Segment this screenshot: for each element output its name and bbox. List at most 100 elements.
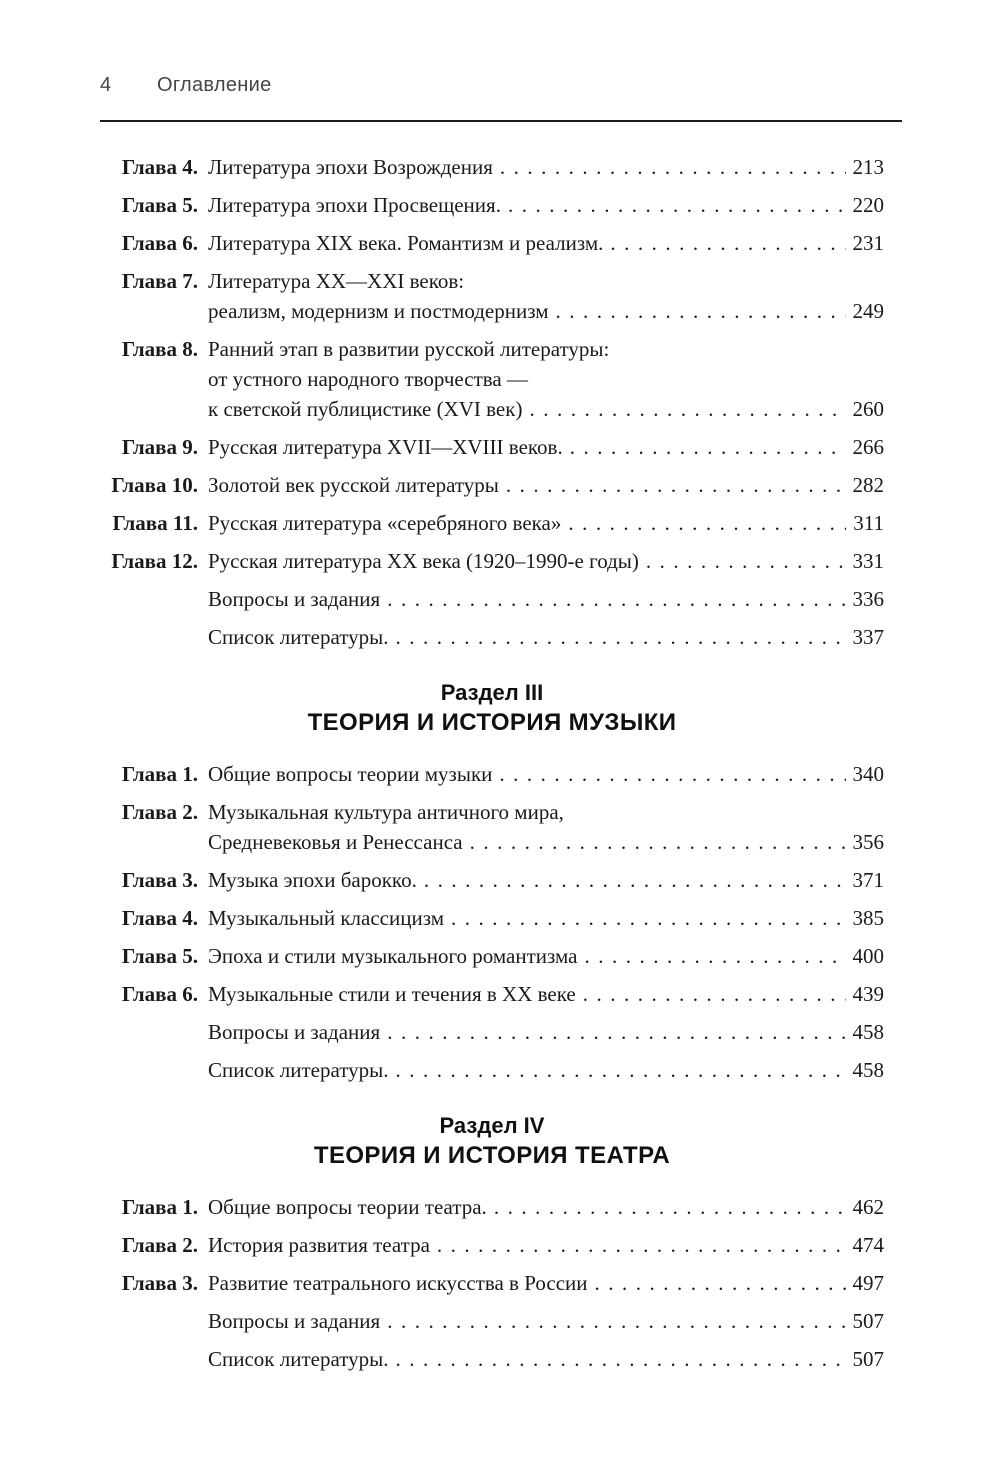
- dot-leader: ........................................…: [387, 587, 846, 611]
- entry-content: Эпоха и стили музыкального романтизма ..…: [208, 941, 884, 971]
- entry-last-text: Литература эпохи Просвещения.: [208, 193, 501, 217]
- entry-last-line: Вопросы и задания ......................…: [208, 1017, 884, 1047]
- entry-last-text: Литература XIX века. Романтизм и реализм…: [208, 231, 604, 255]
- page-header-title: Оглавление: [157, 74, 272, 96]
- dot-leader: ........................................…: [555, 299, 847, 323]
- entry-last-text: Музыка эпохи барокко.: [208, 868, 417, 892]
- entry-page-number: 385: [852, 906, 885, 930]
- entry-page-number: 507: [852, 1309, 885, 1333]
- section-entries: Глава 4. Литература эпохи Возрождения ..…: [100, 152, 884, 652]
- entry-last-text: История развития театра: [208, 1233, 430, 1257]
- entry-content: Литература XIX века. Романтизм и реализм…: [208, 228, 884, 258]
- section-heading: Раздел IV ТЕОРИЯ И ИСТОРИЯ ТЕАТРА: [100, 1112, 884, 1172]
- entry-content: Литература XX—XXI веков: реализм, модерн…: [208, 266, 884, 326]
- toc-entry: Глава 3. Музыка эпохи барокко. .........…: [100, 865, 884, 895]
- entry-page-number: 260: [852, 397, 885, 421]
- entry-last-text: Список литературы.: [208, 1058, 389, 1082]
- entry-last-line: реализм, модернизм и постмодернизм .....…: [208, 296, 884, 326]
- toc-body: Глава 4. Литература эпохи Возрождения ..…: [100, 152, 884, 1374]
- entry-last-text: Вопросы и задания: [208, 1020, 381, 1044]
- dot-leader: ........................................…: [582, 982, 846, 1006]
- toc-entry: Глава 6. Литература XIX века. Романтизм …: [100, 228, 884, 258]
- entry-last-line: Музыка эпохи барокко. ..................…: [208, 865, 884, 895]
- chapter-label: Глава 6.: [121, 231, 198, 255]
- dot-leader: ........................................…: [423, 868, 846, 892]
- entry-page-number: 371: [852, 868, 885, 892]
- header-rule: [100, 120, 902, 122]
- entry-content: Литература эпохи Возрождения ...........…: [208, 152, 884, 182]
- entry-last-line: Список литературы. .....................…: [208, 1055, 884, 1085]
- entry-last-line: Музыкальные стили и течения в XX веке ..…: [208, 979, 884, 1009]
- entry-content: Ранний этап в развитии русской литератур…: [208, 334, 884, 424]
- entry-last-line: Общие вопросы теории музыки ............…: [208, 759, 884, 789]
- entry-page-number: 231: [852, 231, 885, 255]
- entry-last-text: Список литературы.: [208, 625, 389, 649]
- dot-leader: ........................................…: [395, 1058, 846, 1082]
- entry-content: Русская литература XVII—XVIII веков. ...…: [208, 432, 884, 462]
- toc-entry: Глава 6. Музыкальные стили и течения в X…: [100, 979, 884, 1009]
- entry-content: Литература эпохи Просвещения. ..........…: [208, 190, 884, 220]
- entry-page-number: 311: [853, 511, 884, 535]
- dot-leader: ........................................…: [450, 906, 846, 930]
- entry-content: Золотой век русской литературы .........…: [208, 470, 884, 500]
- entry-content: Вопросы и задания ......................…: [208, 1306, 884, 1336]
- entry-content: Музыкальный классицизм .................…: [208, 903, 884, 933]
- entry-last-text: Музыкальные стили и течения в XX веке: [208, 982, 576, 1006]
- entry-last-text: Золотой век русской литературы: [208, 473, 499, 497]
- entry-last-line: Вопросы и задания ......................…: [208, 584, 884, 614]
- entry-last-line: Развитие театрального искусства в России…: [208, 1268, 884, 1298]
- dot-leader: ........................................…: [469, 830, 846, 854]
- entry-content: Общие вопросы теории театра. ...........…: [208, 1192, 884, 1222]
- entry-last-line: Русская литература «серебряного века» ..…: [208, 508, 884, 538]
- chapter-label: Глава 11.: [112, 511, 198, 535]
- toc-section: Раздел III ТЕОРИЯ И ИСТОРИЯ МУЗЫКИ Глава…: [100, 679, 884, 1085]
- chapter-label: Глава 4.: [121, 906, 198, 930]
- toc-entry: Вопросы и задания ......................…: [100, 1017, 884, 1047]
- chapter-label: Глава 8.: [121, 337, 198, 361]
- section-entries: Глава 1. Общие вопросы теории театра. ..…: [100, 1192, 884, 1374]
- entry-content: Развитие театрального искусства в России…: [208, 1268, 884, 1298]
- dot-leader: ........................................…: [493, 1195, 846, 1219]
- toc-entry: Глава 2. История развития театра .......…: [100, 1230, 884, 1260]
- dot-leader: ........................................…: [395, 1347, 846, 1371]
- dot-leader: ........................................…: [569, 435, 846, 459]
- section-heading-title: ТЕОРИЯ И ИСТОРИЯ МУЗЫКИ: [307, 709, 677, 736]
- entry-last-line: Эпоха и стили музыкального романтизма ..…: [208, 941, 884, 971]
- entry-last-text: Русская литература XVII—XVIII веков.: [208, 435, 563, 459]
- entry-last-line: Список литературы. .....................…: [208, 1344, 884, 1374]
- dot-leader: ........................................…: [529, 397, 846, 421]
- entry-title-line: от устного народного творчества —: [208, 367, 528, 391]
- dot-leader: ........................................…: [499, 155, 846, 179]
- entry-content: Русская литература «серебряного века» ..…: [208, 508, 884, 538]
- entry-last-line: Литература XIX века. Романтизм и реализм…: [208, 228, 884, 258]
- entry-page-number: 337: [852, 625, 885, 649]
- chapter-label: Глава 6.: [121, 982, 198, 1006]
- toc-entry: Вопросы и задания ......................…: [100, 584, 884, 614]
- chapter-label: Глава 9.: [121, 435, 198, 459]
- entry-last-line: Средневековья и Ренессанса .............…: [208, 827, 884, 857]
- entry-content: Музыкальная культура античного мира, Сре…: [208, 797, 884, 857]
- entry-last-text: Литература эпохи Возрождения: [208, 155, 493, 179]
- toc-entry: Глава 2. Музыкальная культура античного …: [100, 797, 884, 857]
- toc-entry: Глава 9. Русская литература XVII—XVIII в…: [100, 432, 884, 462]
- entry-last-text: Список литературы.: [208, 1347, 389, 1371]
- entry-last-line: Литература эпохи Возрождения ...........…: [208, 152, 884, 182]
- entry-page-number: 400: [852, 944, 885, 968]
- entry-page-number: 356: [852, 830, 885, 854]
- dot-leader: ........................................…: [568, 511, 846, 535]
- entry-content: Общие вопросы теории музыки ............…: [208, 759, 884, 789]
- dot-leader: ........................................…: [645, 549, 846, 573]
- entry-page-number: 220: [852, 193, 885, 217]
- entry-last-line: Русская литература XVII—XVIII веков. ...…: [208, 432, 884, 462]
- entry-last-text: Русская литература XX века (1920–1990-е …: [208, 549, 639, 573]
- entry-content: Музыкальные стили и течения в XX веке ..…: [208, 979, 884, 1009]
- toc-entry: Глава 1. Общие вопросы теории театра. ..…: [100, 1192, 884, 1222]
- toc-entry: Вопросы и задания ......................…: [100, 1306, 884, 1336]
- entry-last-text: реализм, модернизм и постмодернизм: [208, 299, 549, 323]
- entry-last-line: Литература эпохи Просвещения. ..........…: [208, 190, 884, 220]
- entry-last-text: Общие вопросы теории театра.: [208, 1195, 487, 1219]
- section-heading-kicker: Раздел III: [440, 680, 544, 705]
- entry-last-line: Общие вопросы теории театра. ...........…: [208, 1192, 884, 1222]
- entry-page-number: 331: [852, 549, 885, 573]
